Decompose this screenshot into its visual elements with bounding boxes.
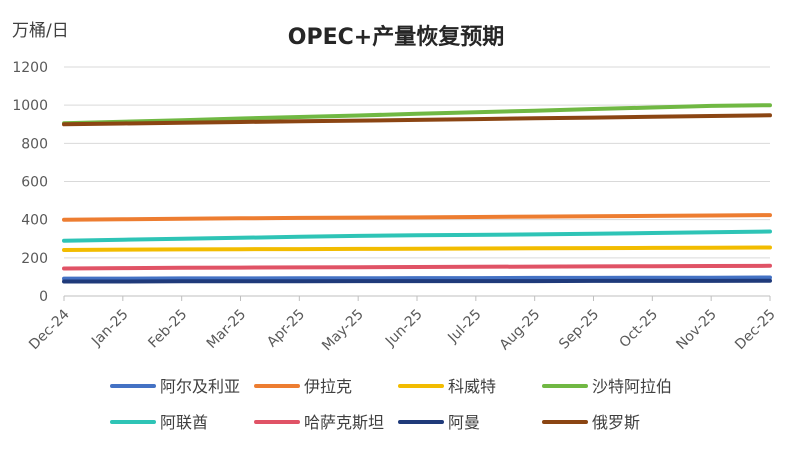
x-tick-label: Oct-25: [616, 306, 661, 351]
y-tick-label: 600: [21, 175, 48, 191]
chart-title: OPEC+产量恢复预期: [288, 24, 504, 50]
legend-label: 阿尔及利亚: [160, 377, 240, 396]
x-tick-label: Dec-25: [732, 306, 779, 353]
y-tick-label: 800: [21, 136, 48, 152]
series-line-0: [62, 275, 772, 281]
y-axis-unit-label: 万桶/日: [12, 21, 69, 41]
legend-label: 阿曼: [448, 413, 480, 432]
y-tick-label: 200: [21, 251, 48, 267]
x-tick-label: Feb-25: [145, 306, 190, 351]
series-lines: [62, 103, 772, 284]
series-line-6: [62, 278, 772, 284]
series-line-7: [62, 113, 772, 127]
x-tick-label: Jan-25: [88, 306, 131, 349]
legend-label: 科威特: [448, 377, 496, 396]
x-tick-label: Nov-25: [673, 306, 720, 353]
series-line-2: [62, 245, 772, 252]
x-tick-label: May-25: [319, 306, 367, 354]
series-line-5: [62, 263, 772, 271]
axes: 0 200 400 600 800 1000 1200 Dec-24 Jan-25 Feb-25 M…: [12, 60, 778, 354]
y-tick-label: 1000: [12, 98, 48, 114]
x-tick-label: Mar-25: [204, 306, 250, 352]
x-tick-label: Jul-25: [444, 306, 484, 346]
legend-label: 哈萨克斯坦: [304, 413, 384, 432]
legend-label: 伊拉克: [304, 377, 352, 396]
y-tick-label: 1200: [12, 60, 48, 76]
series-line-3: [62, 103, 772, 126]
x-tick-label: Apr-25: [264, 306, 308, 350]
x-tick-label: Jun-25: [382, 306, 426, 350]
y-tick-label: 400: [21, 213, 48, 229]
y-tick-label: 0: [39, 289, 48, 305]
x-tick-label: Aug-25: [497, 306, 544, 353]
legend-label: 俄罗斯: [592, 413, 640, 432]
gridlines: [64, 66, 770, 259]
x-tick-label: Dec-24: [26, 306, 73, 353]
series-line-1: [62, 213, 772, 222]
legend-label: 沙特阿拉伯: [592, 377, 672, 396]
series-line-4: [62, 229, 772, 243]
x-tick-label: Sep-25: [556, 306, 602, 352]
legend-label: 阿联酋: [160, 413, 208, 432]
